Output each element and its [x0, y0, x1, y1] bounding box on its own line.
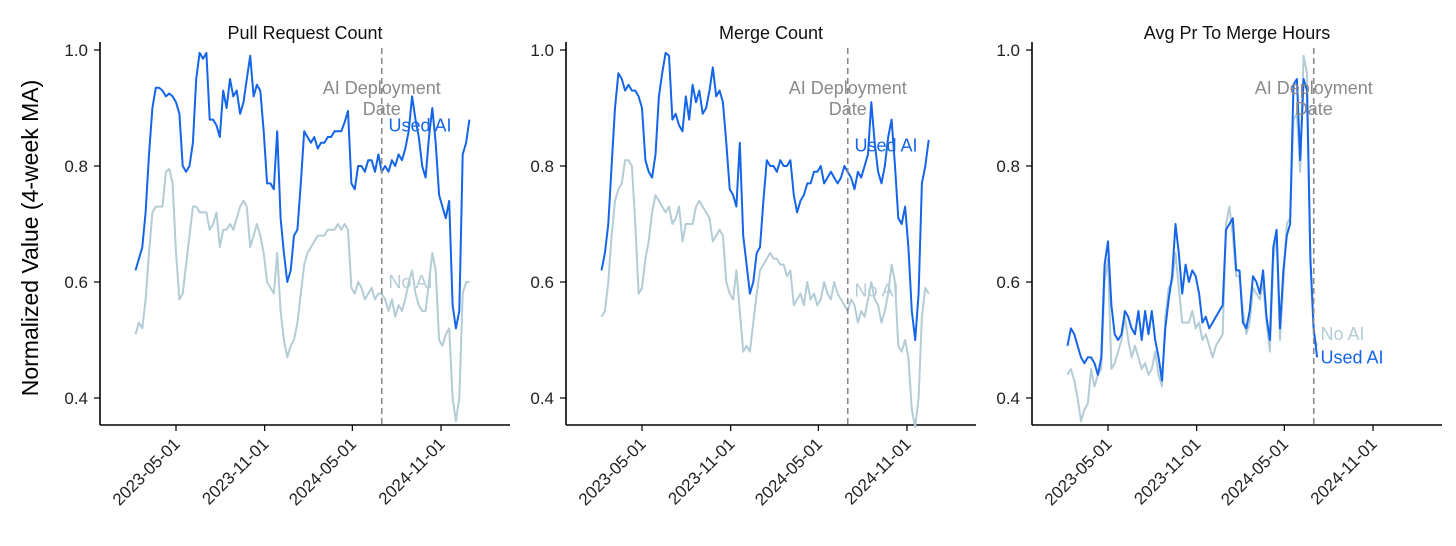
- x-tick-label: 2023-05-01: [1041, 434, 1116, 509]
- series-line-used-ai: [600, 51, 930, 341]
- y-tick-label: 1.0: [530, 41, 554, 60]
- y-tick-label: 0.4: [996, 389, 1020, 408]
- series-line-no-ai: [600, 159, 930, 428]
- series-label-used-ai: Used AI: [1320, 347, 1383, 367]
- y-tick-label: 0.4: [64, 389, 88, 408]
- y-tick-label: 1.0: [64, 41, 88, 60]
- series-line-used-ai: [1066, 78, 1319, 382]
- panel-merge-count: Merge Count 0.4 0.6 0.8 1.0 2023-05-01 2023-1…: [530, 23, 976, 509]
- x-tick-label: 2023-05-01: [109, 434, 184, 509]
- deployment-annotation-text: AI Deployment: [1255, 78, 1373, 98]
- series-line-used-ai: [134, 51, 471, 330]
- x-tick-label: 2024-05-01: [1217, 434, 1292, 509]
- panel-pull-request-count: Pull Request Count 0.4 0.6 0.8 1.0 2023-05-0…: [64, 23, 510, 509]
- y-tick-label: 0.8: [64, 157, 88, 176]
- x-tick-label: 2023-11-01: [198, 434, 272, 508]
- y-tick-label: 0.6: [530, 273, 554, 292]
- series-label-used-ai: Used AI: [854, 136, 917, 156]
- x-tick-label: 2023-05-01: [575, 434, 650, 509]
- panel-title: Pull Request Count: [227, 23, 382, 43]
- series-label-no-ai: No AI: [1320, 324, 1364, 344]
- panel-title: Merge Count: [719, 23, 823, 43]
- x-tick-label: 2024-05-01: [285, 434, 360, 509]
- x-tick-label: 2024-05-01: [751, 434, 826, 509]
- panel-title: Avg Pr To Merge Hours: [1144, 23, 1330, 43]
- x-tick-label: 2024-11-01: [1307, 434, 1381, 508]
- y-tick-label: 0.6: [996, 273, 1020, 292]
- series-line-no-ai: [1066, 54, 1319, 423]
- series-label-used-ai: Used AI: [388, 115, 451, 135]
- deployment-annotation-text: AI Deployment: [789, 78, 907, 98]
- deployment-annotation-text: Date: [363, 99, 401, 119]
- y-tick-label: 0.8: [530, 157, 554, 176]
- x-tick-label: 2023-11-01: [1130, 434, 1204, 508]
- x-tick-label: 2024-11-01: [841, 434, 915, 508]
- y-tick-label: 0.8: [996, 157, 1020, 176]
- y-tick-label: 0.6: [64, 273, 88, 292]
- x-tick-label: 2023-11-01: [664, 434, 738, 508]
- y-tick-label: 0.4: [530, 389, 554, 408]
- deployment-annotation-text: AI Deployment: [323, 78, 441, 98]
- x-tick-label: 2024-11-01: [375, 434, 449, 508]
- panel-avg-pr-to-merge-hours: Avg Pr To Merge Hours 0.4 0.6 0.8 1.0 2023-0…: [996, 23, 1442, 509]
- series-label-no-ai: No AI: [388, 272, 432, 292]
- deployment-annotation-text: Date: [1295, 99, 1333, 119]
- series-label-no-ai: No AI: [854, 281, 898, 301]
- figure-y-axis-label: Normalized Value (4-week MA): [17, 80, 43, 397]
- deployment-annotation-text: Date: [829, 99, 867, 119]
- series-line-no-ai: [134, 167, 470, 423]
- y-tick-label: 1.0: [996, 41, 1020, 60]
